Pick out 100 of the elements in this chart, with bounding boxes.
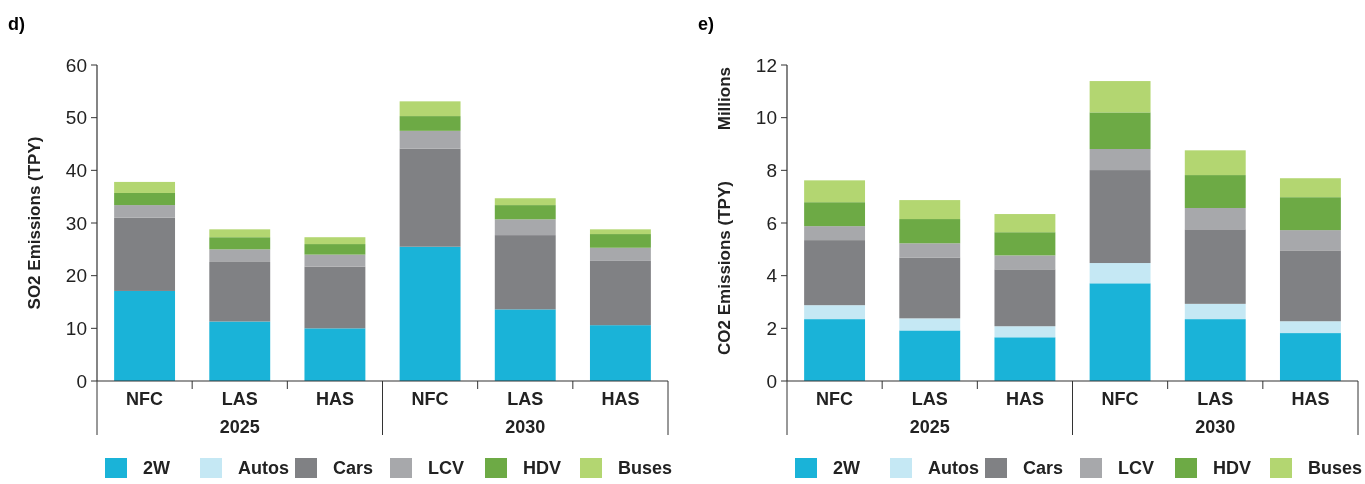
- legend-label: Cars: [333, 458, 374, 479]
- y-tick-label: 40: [65, 159, 87, 181]
- bar: [304, 266, 366, 329]
- bar: [114, 181, 176, 193]
- legend-label: Buses: [618, 458, 673, 479]
- bar: [1184, 229, 1246, 304]
- bar: [804, 202, 866, 227]
- bar: [304, 254, 366, 267]
- y-tick-label: 0: [766, 370, 777, 392]
- bar: [209, 237, 271, 250]
- y-tick-label: 50: [65, 107, 87, 129]
- x-tick-label: NFC: [126, 389, 164, 409]
- bar: [209, 249, 271, 262]
- bar: [114, 290, 176, 381]
- x-tick-label: LAS: [911, 389, 948, 409]
- x-tick-label: LAS: [1197, 389, 1234, 409]
- y-tick-label: 8: [766, 159, 777, 181]
- text: 2030: [505, 417, 546, 437]
- y-axis-title: CO2 Emissions (TPY): [715, 181, 734, 355]
- text: 2030: [1195, 417, 1236, 437]
- bar: [1089, 263, 1151, 284]
- x-tick-label: HAS: [1291, 389, 1330, 409]
- bar: [589, 247, 651, 261]
- bar: [994, 326, 1056, 338]
- bar: [399, 246, 461, 381]
- bar: [1089, 112, 1151, 149]
- y-tick-label: 6: [766, 212, 777, 234]
- bar: [304, 328, 366, 381]
- bar: [209, 229, 271, 238]
- bar: [899, 257, 961, 319]
- bar: [1089, 283, 1151, 381]
- legend-label: Buses: [1308, 458, 1363, 479]
- legend-label: 2W: [143, 458, 171, 479]
- bar: [1184, 207, 1246, 230]
- bar: [114, 192, 176, 206]
- bar: [804, 180, 866, 203]
- bar: [1279, 321, 1341, 334]
- x-tick-label: HAS: [315, 389, 354, 409]
- bar: [399, 101, 461, 117]
- bar: [304, 237, 366, 245]
- text: Millions: [715, 67, 734, 131]
- y-tick-label: 2: [766, 317, 777, 339]
- bar: [209, 261, 271, 322]
- bar: [994, 255, 1056, 270]
- y-tick-label: 60: [65, 54, 87, 76]
- legend-label: HDV: [523, 458, 562, 479]
- legend-label: HDV: [1213, 458, 1252, 479]
- bar: [399, 130, 461, 149]
- legend-label: LCV: [428, 458, 464, 479]
- bar: [1279, 178, 1341, 198]
- bar: [899, 330, 961, 381]
- bar: [1184, 303, 1246, 320]
- bar: [994, 214, 1056, 233]
- x-tick-label: HAS: [1005, 389, 1044, 409]
- bar: [804, 240, 866, 306]
- legend-label: 2W: [833, 458, 861, 479]
- bar: [494, 309, 556, 381]
- y-tick-label: 12: [755, 54, 777, 76]
- x-tick-label: NFC: [411, 389, 449, 409]
- bar: [589, 229, 651, 235]
- bar: [209, 321, 271, 381]
- bar: [899, 200, 961, 220]
- bar: [589, 234, 651, 248]
- bar: [994, 232, 1056, 256]
- bar: [1089, 81, 1151, 113]
- bar: [399, 116, 461, 131]
- bar: [994, 269, 1056, 327]
- y-tick-label: 4: [766, 265, 778, 287]
- x-tick-label: NFC: [816, 389, 854, 409]
- x-tick-label: NFC: [1101, 389, 1139, 409]
- legend-label: LCV: [1118, 458, 1154, 479]
- bar: [494, 219, 556, 236]
- x-tick-label: HAS: [601, 389, 640, 409]
- bar: [804, 319, 866, 381]
- legend-label: Autos: [238, 458, 289, 479]
- y-tick-label: 20: [65, 265, 87, 287]
- bar: [994, 337, 1056, 381]
- bar: [1279, 250, 1341, 322]
- bar: [494, 198, 556, 206]
- y-tick-label: 30: [65, 212, 87, 234]
- text: 2025: [909, 417, 950, 437]
- bar: [804, 226, 866, 241]
- bar: [1184, 175, 1246, 208]
- text: 2025: [219, 417, 260, 437]
- bar: [1184, 150, 1246, 176]
- x-tick-label: LAS: [221, 389, 258, 409]
- x-tick-label: LAS: [507, 389, 544, 409]
- bar: [1279, 230, 1341, 251]
- y-tick-label: 0: [76, 370, 87, 392]
- bar: [899, 318, 961, 331]
- bar: [1089, 149, 1151, 171]
- bar: [1184, 319, 1246, 381]
- bar: [589, 325, 651, 381]
- bar: [1089, 170, 1151, 264]
- bar: [304, 244, 366, 255]
- legend-label: Autos: [928, 458, 979, 479]
- y-tick-label: 10: [65, 317, 87, 339]
- legend-label: Cars: [1023, 458, 1064, 479]
- bar: [589, 260, 651, 326]
- chart-title: d): [8, 14, 25, 34]
